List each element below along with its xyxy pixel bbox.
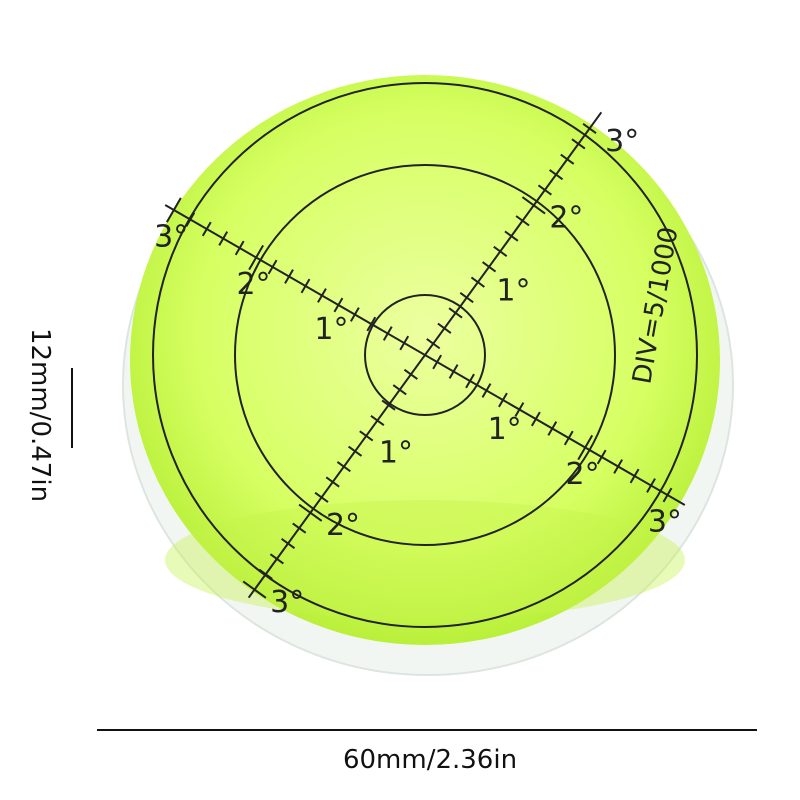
tick-mark (234, 240, 245, 256)
degree-label-two: 2° (549, 201, 583, 236)
height-dimension-label: 12mm/0.47in (25, 327, 55, 503)
degree-label-three: 3° (154, 220, 188, 255)
tick-mark (292, 522, 307, 534)
tick-mark (382, 326, 393, 341)
tick-mark (366, 316, 377, 332)
tick-mark (347, 445, 363, 457)
tick-mark (662, 487, 673, 503)
crosshair-axes (164, 111, 686, 599)
tick-mark (577, 434, 594, 461)
degree-label-one: 1° (314, 312, 348, 347)
tick-mark (646, 478, 656, 493)
tick-mark (596, 449, 607, 465)
tick-mark (314, 491, 329, 503)
tick-mark (448, 307, 463, 319)
tick-mark (349, 307, 360, 322)
green-vial (130, 75, 720, 645)
tick-mark (426, 338, 441, 350)
tick-mark (201, 221, 212, 237)
tick-mark (381, 399, 396, 411)
degree-label-two: 2° (566, 457, 600, 492)
ring-3 (152, 82, 698, 628)
tick-mark (504, 230, 519, 242)
tick-mark (359, 430, 374, 442)
degree-label-one: 1° (488, 412, 522, 447)
tick-mark (465, 373, 475, 389)
vial-bottom-shade (165, 500, 685, 620)
tick-mark (530, 411, 541, 427)
tick-mark (571, 138, 586, 150)
tick-mark (300, 278, 311, 294)
tick-mark (613, 459, 623, 474)
tick-mark (437, 322, 452, 334)
tick-mark (547, 421, 558, 436)
tick-mark (185, 212, 196, 227)
degree-label-three: 3° (648, 505, 682, 540)
tick-mark (481, 383, 492, 398)
tick-mark (515, 215, 530, 227)
tick-mark (333, 297, 344, 313)
tick-mark (317, 288, 327, 303)
tick-mark (258, 568, 273, 580)
degree-label-two: 2° (326, 508, 360, 543)
tick-mark (242, 580, 267, 599)
tick-mark (521, 196, 546, 215)
tick-mark (267, 259, 278, 275)
width-dimension-label: 60mm/2.36in (342, 745, 518, 775)
tick-mark (448, 364, 459, 379)
degree-label-two: 2° (236, 267, 270, 302)
tick-mark (582, 122, 597, 134)
tick-mark (537, 184, 552, 196)
tick-mark (514, 402, 525, 417)
ring-1 (364, 294, 486, 416)
tick-mark (325, 476, 340, 488)
tick-mark (284, 269, 294, 284)
tick-mark (493, 245, 508, 257)
tick-mark (399, 335, 410, 351)
tick-mark (336, 461, 351, 473)
tick-mark (560, 153, 575, 165)
tick-mark (403, 368, 418, 380)
axis-line (164, 204, 686, 506)
ring-2 (234, 164, 616, 546)
tick-mark (432, 354, 442, 370)
tick-mark (370, 415, 385, 427)
degree-label-three: 3° (605, 124, 639, 159)
tick-mark (280, 537, 296, 550)
tick-mark (629, 468, 640, 484)
tick-mark (269, 553, 284, 565)
tick-mark (218, 231, 229, 246)
tick-mark (459, 292, 474, 304)
tick-mark (563, 430, 574, 446)
tick-mark (165, 197, 182, 223)
tick-mark (248, 244, 264, 271)
degree-labels: 1° 1° 2° 2° 3° 3° 1° 1° 2° 2° 3° 3° (154, 124, 682, 620)
degree-label-one: 1° (379, 435, 413, 470)
degree-label-one: 1° (496, 274, 530, 309)
degree-label-three: 3° (270, 585, 304, 620)
tick-mark (549, 169, 564, 181)
tick-mark (298, 503, 323, 522)
tick-mark (392, 384, 407, 396)
tick-mark (470, 276, 485, 288)
tick-mark (482, 261, 497, 273)
tick-mark (498, 392, 508, 408)
